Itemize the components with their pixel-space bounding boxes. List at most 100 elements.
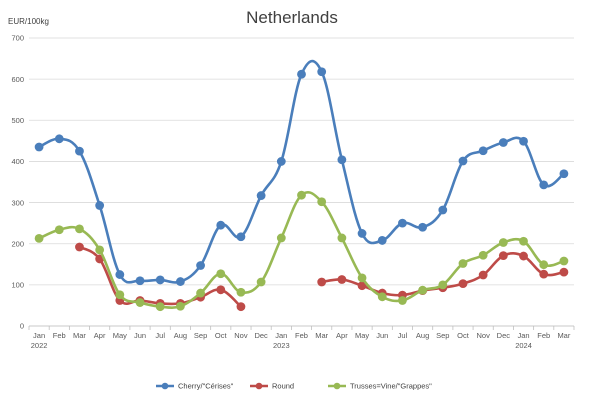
- data-point: [337, 233, 347, 243]
- data-point: [34, 142, 44, 152]
- data-point: [276, 233, 286, 243]
- data-point: [438, 280, 448, 290]
- data-point: [357, 229, 367, 238]
- legend: Cherry/"Cérises" Round Trusses=Vine/"Grapp…: [156, 382, 432, 391]
- axes: 0 100 200 300 400 500 600 700 Jan Feb Mar Apr May Jun…: [11, 34, 575, 350]
- data-point: [196, 288, 205, 298]
- x-tick-label: Dec: [254, 331, 268, 340]
- data-point: [559, 256, 569, 266]
- data-point: [498, 238, 508, 247]
- x-tick-label: Jan: [33, 331, 45, 340]
- legend-marker: [161, 382, 169, 390]
- legend-label: Cherry/"Cérises": [178, 382, 234, 391]
- data-point: [458, 156, 468, 166]
- x-tick-label: Sep: [194, 331, 207, 340]
- data-point: [337, 275, 347, 284]
- data-point: [317, 67, 327, 77]
- data-point: [398, 218, 407, 228]
- x-tick-label: Feb: [53, 331, 66, 340]
- legend-item: Round: [250, 382, 294, 391]
- data-point: [418, 222, 428, 232]
- x-tick-label: Sep: [436, 331, 449, 340]
- x-tick-label: May: [113, 331, 127, 340]
- legend-label: Round: [272, 382, 294, 391]
- x-tick-label: Jun: [134, 331, 146, 340]
- data-point: [377, 236, 387, 245]
- x-tick-label: Jan: [517, 331, 529, 340]
- data-point: [276, 157, 286, 166]
- x-tick-label: Mar: [557, 331, 570, 340]
- data-point: [559, 169, 569, 179]
- x-year-label: 2022: [31, 341, 48, 350]
- y-tick-label: 600: [11, 75, 24, 84]
- x-tick-label: May: [355, 331, 369, 340]
- data-point: [377, 292, 387, 302]
- data-point: [75, 146, 84, 156]
- data-point: [478, 146, 488, 156]
- x-tick-label: Mar: [73, 331, 86, 340]
- x-tick-label: Jun: [376, 331, 388, 340]
- x-tick-label: Apr: [94, 331, 106, 340]
- x-tick-label: Dec: [497, 331, 511, 340]
- legend-marker: [333, 382, 341, 390]
- data-point: [357, 273, 367, 283]
- x-tick-label: Feb: [537, 331, 550, 340]
- data-point: [115, 290, 125, 300]
- data-point: [216, 269, 226, 279]
- data-point: [519, 136, 528, 146]
- y-tick-label: 300: [11, 198, 24, 207]
- x-tick-label: Nov: [234, 331, 248, 340]
- data-point: [519, 251, 528, 261]
- data-point: [458, 259, 468, 268]
- series-3: [34, 190, 569, 312]
- data-point: [135, 298, 145, 307]
- data-point: [357, 281, 367, 291]
- data-point: [54, 134, 64, 144]
- data-point: [135, 276, 145, 286]
- x-tick-label: Feb: [295, 331, 308, 340]
- data-point: [75, 224, 84, 234]
- data-point: [236, 232, 246, 242]
- data-point: [498, 138, 508, 147]
- data-point: [95, 201, 105, 210]
- data-point: [297, 190, 306, 200]
- data-point: [175, 301, 185, 311]
- y-tick-label: 700: [11, 34, 24, 43]
- data-point: [236, 302, 246, 312]
- x-tick-label: Apr: [336, 331, 348, 340]
- gridlines: [29, 37, 574, 327]
- legend-marker: [255, 382, 263, 390]
- y-tick-label: 0: [20, 322, 24, 331]
- data-point: [95, 245, 105, 255]
- x-tick-label: Nov: [476, 331, 490, 340]
- data-point: [498, 251, 508, 261]
- data-point: [256, 277, 266, 287]
- data-point: [196, 261, 205, 270]
- data-point: [458, 279, 468, 289]
- x-tick-label: Jul: [398, 331, 408, 340]
- data-point: [216, 220, 226, 230]
- data-point: [418, 285, 428, 295]
- data-point: [539, 260, 549, 270]
- series-1: [34, 59, 569, 286]
- x-tick-label: Mar: [315, 331, 328, 340]
- y-tick-label: 100: [11, 281, 24, 290]
- legend-label: Trusses=Vine/"Grappes": [350, 382, 432, 391]
- data-point: [539, 269, 549, 279]
- x-year-label: 2024: [515, 341, 532, 350]
- series-line: [37, 59, 566, 284]
- data-point: [216, 285, 226, 295]
- data-point: [317, 277, 327, 287]
- data-point: [438, 205, 448, 215]
- data-point: [155, 302, 165, 312]
- data-point: [478, 250, 488, 260]
- x-tick-label: Aug: [416, 331, 429, 340]
- data-point: [317, 197, 327, 207]
- x-tick-label: Jan: [275, 331, 287, 340]
- x-year-label: 2023: [273, 341, 290, 350]
- data-point: [398, 296, 407, 305]
- data-point: [297, 69, 306, 79]
- y-tick-label: 200: [11, 239, 24, 248]
